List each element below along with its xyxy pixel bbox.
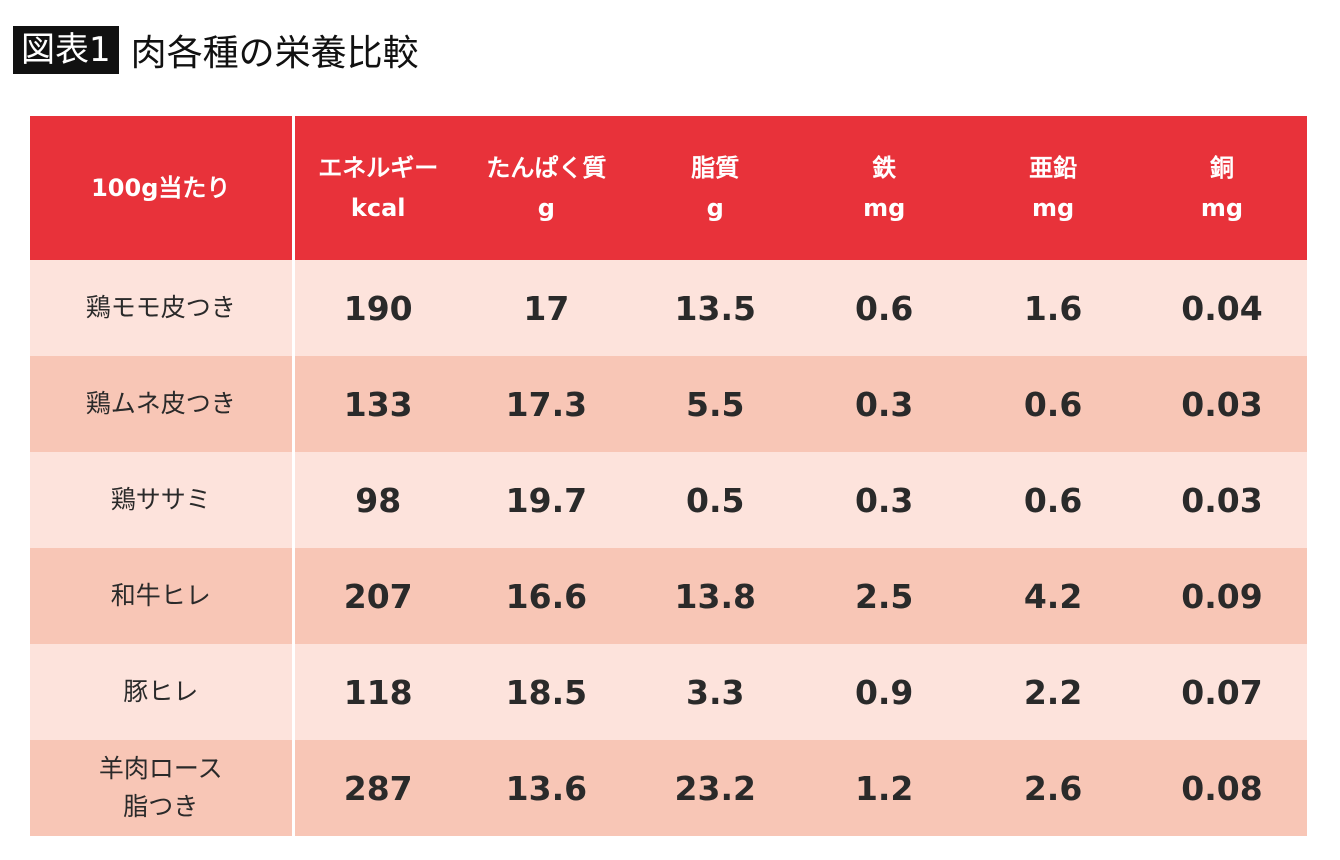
table-cell: 5.5 <box>630 356 800 452</box>
column-name: エネルギー <box>318 154 439 182</box>
row-label-line: 脂つき <box>123 792 199 821</box>
table-cell: 17.3 <box>461 356 631 452</box>
row-label-line: 鶏ムネ皮つき <box>85 389 236 418</box>
table-cell: 118 <box>293 644 462 740</box>
table-cell: 4.2 <box>968 548 1138 644</box>
table-cell: 1.2 <box>799 740 969 836</box>
table-row: 鶏モモ皮つき 190 17 13.5 0.6 1.6 0.04 <box>30 260 1307 356</box>
row-label: 鶏ムネ皮つき <box>30 356 295 452</box>
column-name: 鉄 <box>872 154 897 182</box>
table-cell: 1.6 <box>968 260 1138 356</box>
column-unit: g <box>537 194 555 222</box>
table-cell: 190 <box>293 260 462 356</box>
table-cell: 98 <box>293 452 462 548</box>
table-cell: 0.04 <box>1137 260 1307 356</box>
column-unit: mg <box>1200 194 1244 222</box>
table-cell: 0.3 <box>799 356 969 452</box>
column-header: エネルギー kcal <box>293 116 462 260</box>
column-name: 脂質 <box>691 154 740 182</box>
table-cell: 207 <box>293 548 462 644</box>
column-unit: mg <box>863 194 906 222</box>
table-cell: 3.3 <box>630 644 800 740</box>
table-cell: 0.6 <box>968 452 1138 548</box>
table-row: 豚ヒレ 118 18.5 3.3 0.9 2.2 0.07 <box>30 644 1307 740</box>
table-cell: 17 <box>461 260 631 356</box>
table-cell: 287 <box>293 740 462 836</box>
table-cell: 0.5 <box>630 452 800 548</box>
column-header: 亜鉛 mg <box>968 116 1138 260</box>
table-row: 鶏ムネ皮つき 133 17.3 5.5 0.3 0.6 0.03 <box>30 356 1307 452</box>
column-unit: g <box>706 194 724 222</box>
row-label-line: 羊肉ロース <box>98 754 223 783</box>
column-header: 銅 mg <box>1137 116 1307 260</box>
table-cell: 2.6 <box>968 740 1138 836</box>
table-cell: 0.6 <box>799 260 969 356</box>
figure-title: 図表1 肉各種の栄養比較 <box>13 26 419 74</box>
table-row: 和牛ヒレ 207 16.6 13.8 2.5 4.2 0.09 <box>30 548 1307 644</box>
table-cell: 2.5 <box>799 548 969 644</box>
column-name: たんぱく質 <box>486 154 607 182</box>
table-cell: 13.6 <box>461 740 631 836</box>
table-cell: 13.5 <box>630 260 800 356</box>
row-label: 和牛ヒレ <box>30 548 295 644</box>
row-label-line: 鶏ササミ <box>110 485 211 514</box>
table-row: 鶏ササミ 98 19.7 0.5 0.3 0.6 0.03 <box>30 452 1307 548</box>
column-unit: kcal <box>350 194 406 222</box>
table-cell: 2.2 <box>968 644 1138 740</box>
header-row: 100g当たり エネルギー kcal たんぱく質 g 脂質 g 鉄 mg 亜鉛 mg 銅 mg <box>30 116 1307 260</box>
table-cell: 23.2 <box>630 740 800 836</box>
row-label-line: 和牛ヒレ <box>110 581 211 610</box>
corner-header: 100g当たり <box>30 116 295 260</box>
column-header: 脂質 g <box>630 116 800 260</box>
figure-label: 図表1 <box>13 26 119 74</box>
table-cell: 0.09 <box>1137 548 1307 644</box>
table-cell: 18.5 <box>461 644 631 740</box>
table-cell: 0.6 <box>968 356 1138 452</box>
row-label: 豚ヒレ <box>30 644 295 740</box>
row-label: 羊肉ロース 脂つき <box>30 740 295 836</box>
nutrition-table: 100g当たり エネルギー kcal たんぱく質 g 脂質 g 鉄 mg 亜鉛 mg 銅 mg 鶏モモ… <box>30 116 1308 836</box>
table-cell: 0.03 <box>1137 356 1307 452</box>
table-cell: 19.7 <box>461 452 631 548</box>
table-cell: 16.6 <box>461 548 631 644</box>
row-label-line: 鶏モモ皮つき <box>85 293 236 322</box>
row-label: 鶏モモ皮つき <box>30 260 295 356</box>
column-name: 亜鉛 <box>1029 154 1078 182</box>
column-header: たんぱく質 g <box>461 116 631 260</box>
table-cell: 0.03 <box>1137 452 1307 548</box>
table-cell: 0.3 <box>799 452 969 548</box>
column-unit: mg <box>1031 194 1075 222</box>
column-header: 鉄 mg <box>799 116 969 260</box>
table-cell: 0.08 <box>1137 740 1307 836</box>
table-row: 羊肉ロース 脂つき 287 13.6 23.2 1.2 2.6 0.08 <box>30 740 1307 836</box>
row-label-line: 豚ヒレ <box>123 677 199 706</box>
table-cell: 0.9 <box>799 644 969 740</box>
table-cell: 133 <box>293 356 462 452</box>
table-cell: 13.8 <box>630 548 800 644</box>
column-name: 銅 <box>1210 154 1235 182</box>
title-text: 肉各種の栄養比較 <box>130 33 419 74</box>
row-label: 鶏ササミ <box>30 452 295 548</box>
table-cell: 0.07 <box>1137 644 1307 740</box>
